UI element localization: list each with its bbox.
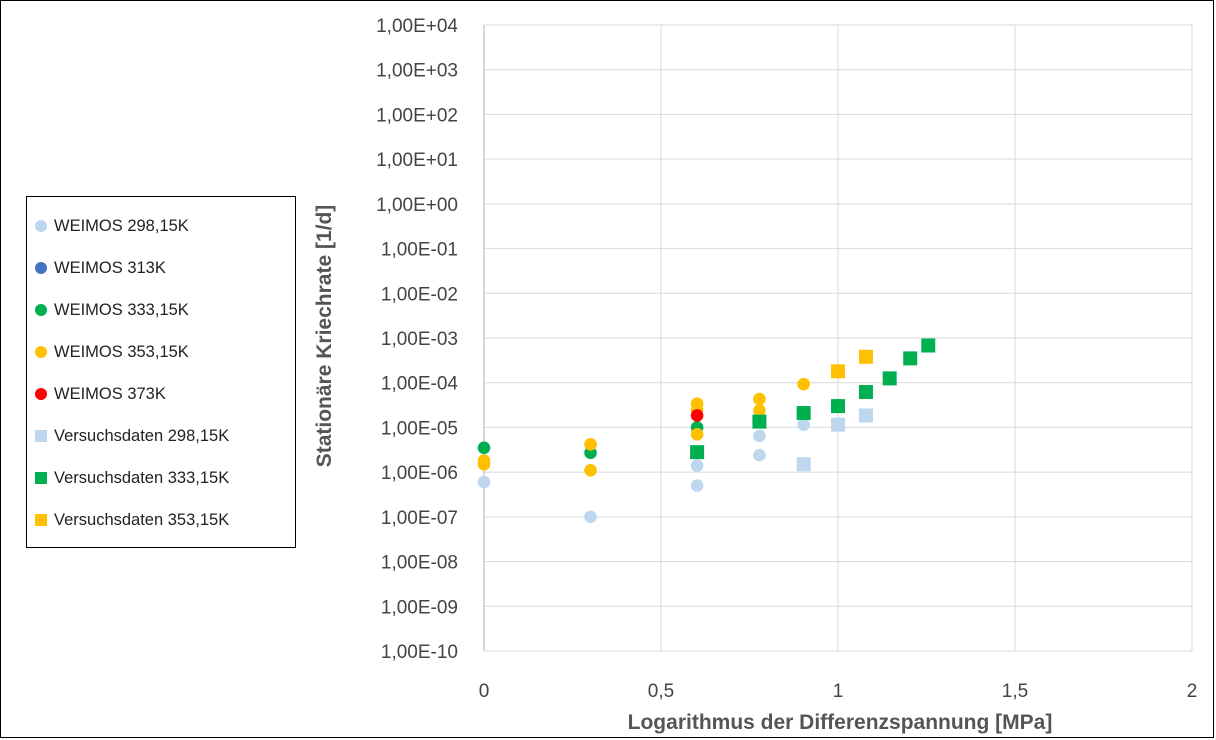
y-tick-label: 1,00E+01 [376, 150, 458, 171]
legend-entry: Versuchsdaten 333,15K [27, 457, 295, 499]
data-point-circle [584, 437, 597, 451]
data-point-circle [690, 459, 704, 472]
x-axis-title: Logarithmus der Differenzspannung [MPa] [628, 711, 1053, 734]
grid-lines [483, 24, 1193, 652]
data-point-square [690, 445, 705, 460]
circle-marker-icon [35, 388, 47, 400]
x-tick-label: 0 [479, 681, 490, 702]
legend-label: Versuchsdaten 298,15K [54, 426, 230, 445]
x-tick-label: 1 [833, 681, 844, 702]
legend-label: WEIMOS 353,15K [54, 342, 189, 361]
y-tick-label: 1,00E-03 [381, 329, 458, 350]
data-point-circle [753, 429, 766, 443]
data-point-square [796, 406, 811, 421]
data-point-square [752, 414, 767, 429]
legend-label: WEIMOS 373K [54, 384, 166, 403]
legend-entry: Versuchsdaten 298,15K [27, 415, 295, 457]
data-point-circle [690, 479, 704, 492]
x-tick-labels: 0 0,5 1 1,5 2 [479, 681, 1198, 702]
y-tick-label: 1,00E-04 [381, 374, 459, 395]
square-marker-icon [35, 472, 47, 484]
data-point-square [831, 364, 845, 379]
legend-label: Versuchsdaten 353,15K [54, 510, 230, 529]
data-point-circle [690, 428, 704, 441]
data-points [477, 338, 936, 524]
legend-entry: WEIMOS 333,15K [27, 289, 295, 331]
data-point-square [858, 384, 873, 399]
data-point-circle [797, 377, 810, 391]
data-point-circle [584, 463, 597, 477]
data-point-circle [690, 409, 704, 422]
x-tick-label: 0,5 [648, 681, 674, 702]
data-point-circle [477, 454, 491, 468]
data-point-square [831, 417, 845, 432]
data-point-circle [797, 418, 810, 432]
y-tick-label: 1,00E+03 [376, 61, 458, 82]
data-point-square [858, 408, 873, 423]
y-tick-label: 1,00E-10 [381, 642, 458, 663]
circle-marker-icon [35, 220, 47, 232]
legend-label: WEIMOS 298,15K [54, 216, 189, 235]
data-point-circle [753, 404, 766, 417]
legend: WEIMOS 298,15K WEIMOS 313K WEIMOS 333,15K W… [26, 196, 296, 548]
data-point-circle [584, 510, 597, 524]
data-point-circle [753, 392, 766, 406]
x-tick-label: 1,5 [1002, 681, 1028, 702]
circle-marker-icon [35, 304, 47, 316]
data-point-square [903, 351, 918, 366]
circle-marker-icon [35, 262, 47, 274]
data-point-square [831, 399, 845, 414]
data-point-circle [477, 441, 491, 455]
y-tick-labels: 1,00E+04 1,00E+03 1,00E+02 1,00E+01 1,00E+00… [376, 16, 458, 663]
y-tick-label: 1,00E-06 [381, 463, 458, 484]
square-marker-icon [35, 430, 47, 442]
legend-entry: WEIMOS 313K [27, 247, 295, 289]
square-marker-icon [35, 514, 47, 526]
y-tick-label: 1,00E-08 [381, 553, 458, 574]
data-point-circle [477, 475, 491, 489]
legend-entry: Versuchsdaten 353,15K [27, 499, 295, 541]
y-tick-label: 1,00E-01 [381, 240, 458, 261]
y-tick-label: 1,00E-07 [381, 508, 458, 529]
y-tick-label: 1,00E-02 [381, 284, 458, 305]
y-tick-label: 1,00E+04 [376, 16, 458, 37]
legend-label: Versuchsdaten 333,15K [54, 468, 230, 487]
data-point-square [882, 371, 897, 386]
y-axis-title: Stationäre Kriechrate [1/d] [313, 205, 336, 468]
y-tick-label: 1,00E+02 [376, 105, 458, 126]
data-point-square [796, 457, 811, 472]
circle-marker-icon [35, 346, 47, 358]
data-point-circle [753, 448, 766, 462]
x-tick-label: 2 [1187, 681, 1198, 702]
legend-entry: WEIMOS 373K [27, 373, 295, 415]
legend-label: WEIMOS 333,15K [54, 300, 189, 319]
legend-entry: WEIMOS 353,15K [27, 331, 295, 373]
legend-entry: WEIMOS 298,15K [27, 205, 295, 247]
legend-label: WEIMOS 313K [54, 258, 166, 277]
y-tick-label: 1,00E-09 [381, 597, 458, 618]
data-point-square [921, 338, 936, 353]
y-tick-label: 1,00E-05 [381, 418, 458, 439]
data-point-square [858, 349, 873, 364]
y-tick-label: 1,00E+00 [376, 195, 458, 216]
